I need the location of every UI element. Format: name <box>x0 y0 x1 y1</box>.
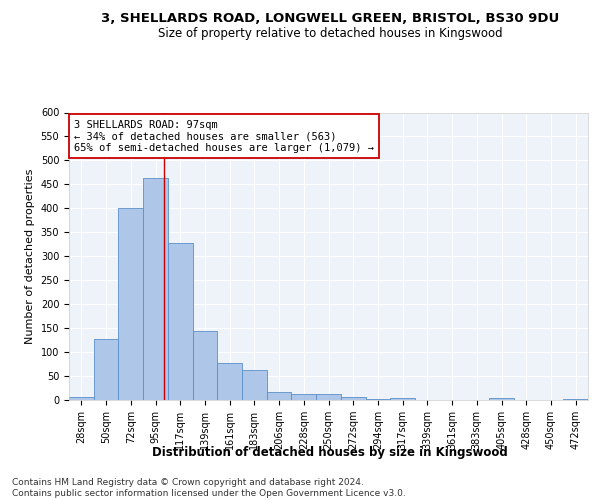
Y-axis label: Number of detached properties: Number of detached properties <box>25 168 35 344</box>
Bar <box>316 394 341 400</box>
Bar <box>118 208 143 400</box>
Bar <box>292 394 316 400</box>
Bar <box>563 398 588 400</box>
Text: Contains HM Land Registry data © Crown copyright and database right 2024.
Contai: Contains HM Land Registry data © Crown c… <box>12 478 406 498</box>
Bar <box>168 244 193 400</box>
Bar <box>69 396 94 400</box>
Bar <box>143 178 168 400</box>
Bar <box>390 398 415 400</box>
Text: Distribution of detached houses by size in Kingswood: Distribution of detached houses by size … <box>152 446 508 459</box>
Bar <box>365 399 390 400</box>
Bar <box>193 332 217 400</box>
Text: Size of property relative to detached houses in Kingswood: Size of property relative to detached ho… <box>158 28 502 40</box>
Bar <box>489 398 514 400</box>
Bar <box>94 339 118 400</box>
Bar <box>267 392 292 400</box>
Bar <box>341 397 365 400</box>
Text: 3 SHELLARDS ROAD: 97sqm
← 34% of detached houses are smaller (563)
65% of semi-d: 3 SHELLARDS ROAD: 97sqm ← 34% of detache… <box>74 120 374 153</box>
Bar <box>217 362 242 400</box>
Text: 3, SHELLARDS ROAD, LONGWELL GREEN, BRISTOL, BS30 9DU: 3, SHELLARDS ROAD, LONGWELL GREEN, BRIST… <box>101 12 559 26</box>
Bar <box>242 370 267 400</box>
